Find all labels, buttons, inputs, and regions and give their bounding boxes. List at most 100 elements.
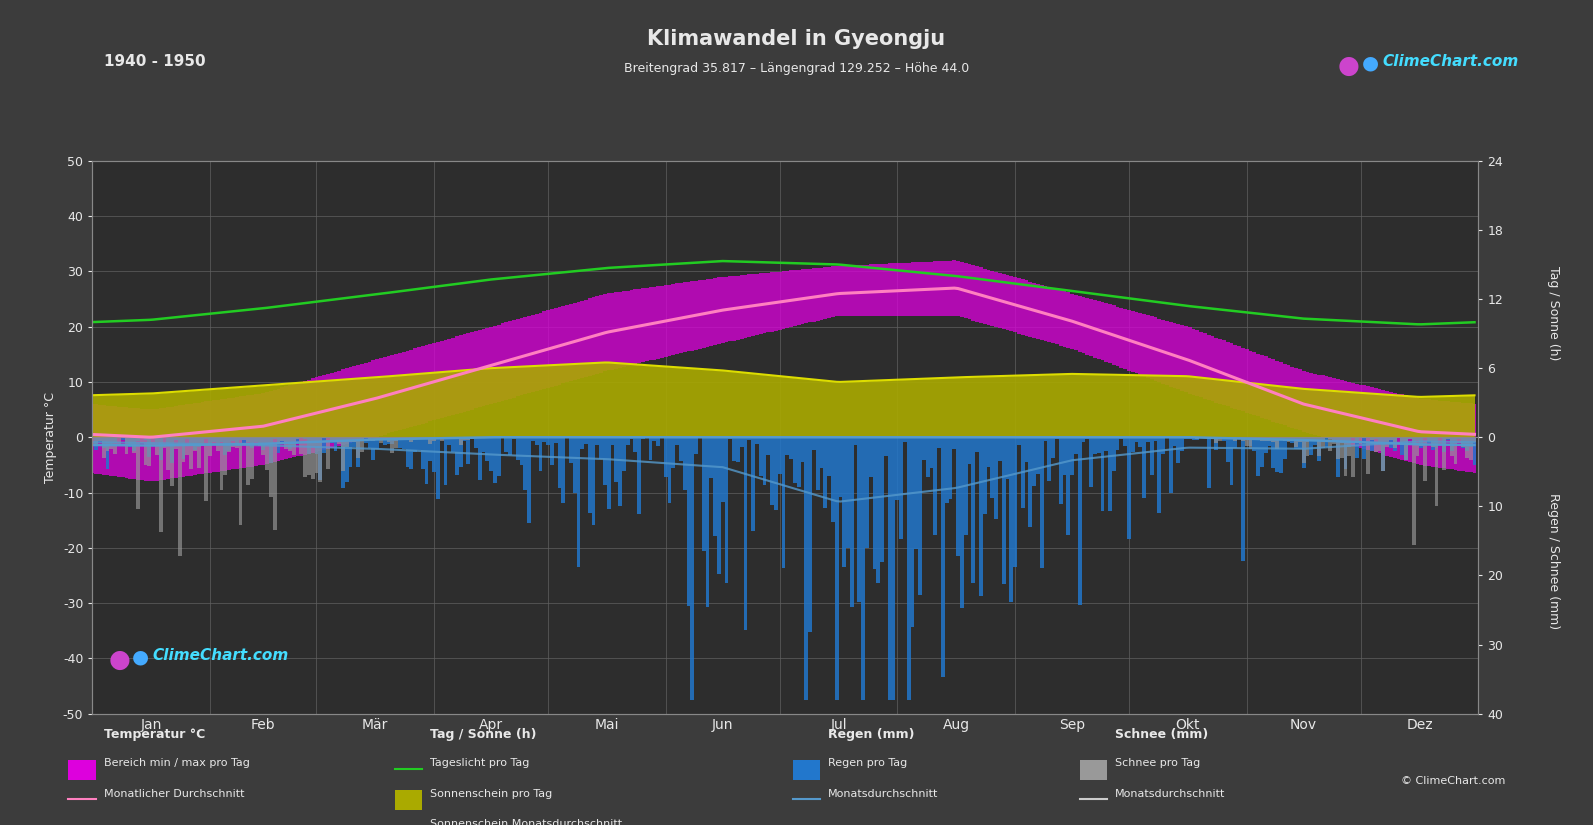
Bar xyxy=(725,437,728,583)
Bar xyxy=(102,437,105,458)
Bar xyxy=(406,351,409,428)
Bar xyxy=(413,437,417,440)
Bar xyxy=(1400,437,1405,446)
Y-axis label: Temperatur °C: Temperatur °C xyxy=(45,392,57,483)
Bar xyxy=(178,437,182,444)
Bar xyxy=(884,437,887,455)
Bar xyxy=(1381,437,1386,471)
Bar xyxy=(292,384,296,457)
Bar xyxy=(110,406,113,476)
Bar xyxy=(835,266,838,316)
Bar xyxy=(379,358,382,436)
Bar xyxy=(615,292,618,369)
Bar xyxy=(1362,437,1367,438)
Bar xyxy=(585,299,588,377)
Bar xyxy=(448,437,451,439)
Bar xyxy=(250,437,253,448)
Bar xyxy=(247,437,250,441)
Bar xyxy=(166,407,170,479)
Bar xyxy=(524,317,527,394)
Bar xyxy=(1442,401,1446,469)
Bar xyxy=(868,437,873,478)
Bar xyxy=(703,280,706,348)
Bar xyxy=(1104,304,1109,362)
Bar xyxy=(505,437,508,452)
Bar xyxy=(1438,437,1442,438)
Bar xyxy=(1043,286,1047,342)
Bar xyxy=(429,437,432,461)
Bar xyxy=(1282,437,1287,441)
Bar xyxy=(846,437,851,549)
Bar xyxy=(1435,437,1438,506)
Bar xyxy=(1207,437,1211,439)
Text: Regen pro Tag: Regen pro Tag xyxy=(828,758,908,768)
Bar xyxy=(190,403,193,475)
Bar xyxy=(363,437,368,438)
Bar xyxy=(739,276,744,339)
Bar xyxy=(368,361,371,439)
Bar xyxy=(1161,319,1164,384)
Bar xyxy=(1040,285,1043,340)
Bar xyxy=(148,437,151,466)
Bar xyxy=(900,263,903,316)
Bar xyxy=(1241,437,1244,441)
Bar xyxy=(626,437,629,446)
Bar xyxy=(1367,386,1370,450)
Bar xyxy=(401,351,406,429)
Bar xyxy=(983,437,986,514)
Bar xyxy=(566,305,569,382)
Bar xyxy=(546,310,550,388)
Bar xyxy=(299,437,303,454)
Bar xyxy=(467,437,470,464)
Bar xyxy=(687,437,690,606)
Bar xyxy=(884,264,887,316)
Bar xyxy=(1389,437,1392,441)
Bar xyxy=(535,314,538,391)
Bar xyxy=(272,437,277,530)
Bar xyxy=(1139,314,1142,375)
Bar xyxy=(1427,437,1431,443)
Bar xyxy=(132,408,135,479)
Bar xyxy=(758,273,763,334)
Bar xyxy=(376,360,379,436)
Bar xyxy=(198,437,201,447)
Bar xyxy=(338,370,341,446)
Bar xyxy=(440,341,443,418)
Bar xyxy=(1184,437,1188,439)
Bar xyxy=(451,437,456,452)
Bar xyxy=(201,437,204,446)
Bar xyxy=(1013,437,1016,568)
Bar xyxy=(1343,437,1348,469)
Bar xyxy=(292,437,296,446)
Bar xyxy=(538,313,542,390)
Bar xyxy=(1051,288,1055,343)
Bar xyxy=(1051,437,1055,458)
Bar xyxy=(930,262,933,316)
Bar xyxy=(706,437,709,607)
Bar xyxy=(425,345,429,422)
Bar xyxy=(330,437,333,443)
Bar xyxy=(881,264,884,316)
Bar xyxy=(1063,437,1066,475)
Bar xyxy=(231,437,234,447)
Bar xyxy=(937,262,941,316)
Bar xyxy=(1230,343,1233,408)
Bar xyxy=(1120,308,1123,368)
Bar xyxy=(143,437,148,440)
Bar xyxy=(530,437,535,441)
Bar xyxy=(550,309,554,387)
Bar xyxy=(671,284,675,355)
Bar xyxy=(272,437,277,440)
Bar xyxy=(264,437,269,470)
Bar xyxy=(956,261,961,316)
Bar xyxy=(1260,355,1263,417)
Bar xyxy=(933,437,937,535)
Bar xyxy=(338,437,341,444)
Bar xyxy=(1035,437,1040,474)
Bar xyxy=(986,270,991,325)
Bar xyxy=(398,353,401,430)
Bar xyxy=(360,437,363,452)
Bar xyxy=(918,437,922,595)
Bar xyxy=(1317,437,1321,461)
Bar xyxy=(417,347,421,425)
